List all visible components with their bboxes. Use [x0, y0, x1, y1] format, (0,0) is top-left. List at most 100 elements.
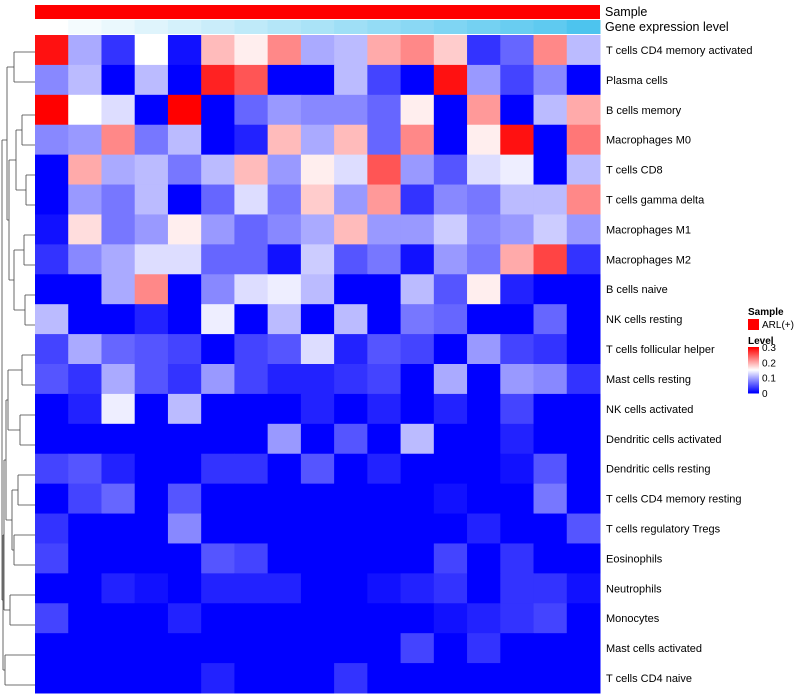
heatmap-cell [401, 663, 435, 693]
gene-annotation-cell [68, 20, 102, 34]
heatmap-cell [268, 95, 302, 125]
heatmap-cell [434, 364, 468, 394]
heatmap-cell [268, 364, 302, 394]
heatmap-cell [35, 304, 69, 334]
heatmap-cell [567, 155, 601, 185]
heatmap-cell [301, 214, 335, 244]
heatmap-cell [401, 214, 435, 244]
heatmap-cell [135, 364, 169, 394]
heatmap-cell [168, 214, 202, 244]
heatmap-cell [434, 214, 468, 244]
gene-annotation-cell [334, 20, 368, 34]
dendrogram-branch [18, 475, 35, 505]
heatmap-cell [534, 394, 568, 424]
heatmap-cell [500, 663, 534, 693]
heatmap-cell [534, 484, 568, 514]
heatmap-cell [401, 244, 435, 274]
heatmap-cell [534, 514, 568, 544]
heatmap-cell [301, 484, 335, 514]
heatmap-cell [334, 125, 368, 155]
heatmap-cell [434, 334, 468, 364]
heatmap-cell [68, 633, 102, 663]
heatmap-cell [301, 543, 335, 573]
heatmap-cell [101, 35, 135, 65]
dendrogram-branch [2, 140, 7, 600]
legend-sample-title: Sample [748, 307, 784, 318]
heatmap-cell [35, 633, 69, 663]
gene-annotation-cell [101, 20, 135, 34]
row-label: B cells memory [606, 105, 682, 117]
heatmap-cell [534, 573, 568, 603]
heatmap-cell [401, 633, 435, 663]
heatmap-cell [268, 543, 302, 573]
heatmap-cell [35, 454, 69, 484]
heatmap-cell [234, 185, 268, 215]
heatmap-cell [500, 304, 534, 334]
heatmap-cells [35, 35, 601, 694]
heatmap-cell [334, 633, 368, 663]
legend-tick-label: 0.3 [762, 343, 776, 354]
heatmap-cell [567, 573, 601, 603]
heatmap-cell [35, 185, 69, 215]
heatmap-cell [168, 244, 202, 274]
dendrogram-branch [14, 52, 35, 82]
heatmap-cell [467, 424, 501, 454]
row-label: T cells CD4 memory resting [606, 494, 742, 506]
heatmap-cell [201, 364, 235, 394]
heatmap-cell [534, 185, 568, 215]
heatmap-cell [35, 274, 69, 304]
row-label: NK cells resting [606, 314, 682, 326]
heatmap-cell [567, 334, 601, 364]
heatmap-cell [135, 484, 169, 514]
heatmap-cell [434, 35, 468, 65]
dendrogram-branch [12, 490, 18, 550]
heatmap-cell [301, 364, 335, 394]
heatmap-cell [201, 573, 235, 603]
row-label: T cells CD4 memory activated [606, 45, 753, 57]
heatmap-cell [68, 573, 102, 603]
heatmap-cell [268, 35, 302, 65]
heatmap-cell [35, 514, 69, 544]
gene-annotation-cell [534, 20, 568, 34]
heatmap-cell [467, 573, 501, 603]
heatmap-cell [234, 274, 268, 304]
heatmap-cell [268, 603, 302, 633]
heatmap-cell [500, 603, 534, 633]
row-label: Macrophages M0 [606, 135, 691, 147]
heatmap-cell [234, 65, 268, 95]
heatmap-cell [234, 394, 268, 424]
heatmap-cell [334, 334, 368, 364]
heatmap-cell [467, 514, 501, 544]
heatmap-cell [35, 95, 69, 125]
legend-ticks: 0.30.20.10 [762, 343, 776, 400]
heatmap-cell [534, 65, 568, 95]
heatmap-cell [168, 514, 202, 544]
heatmap-cell [201, 603, 235, 633]
heatmap-cell [367, 95, 401, 125]
heatmap-cell [434, 185, 468, 215]
heatmap-cell [500, 394, 534, 424]
heatmap-cell [135, 514, 169, 544]
heatmap-cell [367, 364, 401, 394]
gene-expression-annotation-bar [35, 20, 601, 34]
heatmap-cell [500, 185, 534, 215]
row-label: Plasma cells [606, 75, 668, 87]
gene-annotation-cell [201, 20, 235, 34]
legend-sample-swatch [748, 319, 759, 330]
heatmap-cell [367, 214, 401, 244]
heatmap-cell [201, 633, 235, 663]
heatmap-cell [201, 35, 235, 65]
dendrogram-branch [9, 160, 16, 280]
heatmap-cell [168, 484, 202, 514]
heatmap-cell [234, 573, 268, 603]
heatmap-cell [401, 65, 435, 95]
heatmap-cell [101, 155, 135, 185]
heatmap-cell [567, 35, 601, 65]
gene-annotation-cell [401, 20, 435, 34]
heatmap-cell [68, 274, 102, 304]
heatmap-cell [135, 633, 169, 663]
dendrogram-branch [4, 460, 10, 610]
heatmap-cell [367, 543, 401, 573]
heatmap-cell [367, 514, 401, 544]
heatmap-cell [467, 35, 501, 65]
